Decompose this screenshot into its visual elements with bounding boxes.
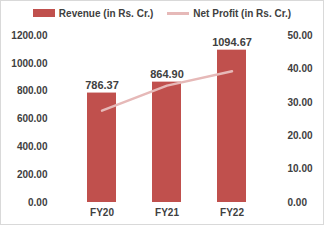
svg-text:20.00: 20.00	[288, 130, 313, 141]
svg-text:40.00: 40.00	[288, 63, 313, 74]
svg-text:200.00: 200.00	[17, 169, 48, 180]
html-text:Revenue (in Rs. Cr.): Revenue (in Rs. Cr.)	[58, 7, 154, 19]
svg-text:30.00: 30.00	[288, 97, 313, 108]
svg-text:1000.00: 1000.00	[11, 58, 48, 69]
svg-text:800.00: 800.00	[17, 85, 48, 96]
svg-text:FY20: FY20	[90, 207, 114, 218]
svg-text:1200.00: 1200.00	[11, 30, 48, 41]
html-text:Net Profit (in Rs. Cr.): Net Profit (in Rs. Cr.)	[193, 7, 292, 19]
svg-text:786.37: 786.37	[85, 79, 119, 91]
svg-text:50.00: 50.00	[288, 30, 313, 41]
svg-text:FY21: FY21	[155, 207, 179, 218]
svg-text:400.00: 400.00	[17, 141, 48, 152]
svg-text:600.00: 600.00	[17, 113, 48, 124]
svg-text:0.00: 0.00	[28, 197, 48, 208]
svg-text:10.00: 10.00	[288, 163, 313, 174]
svg-text:864.90: 864.90	[150, 68, 184, 80]
svg-text:FY22: FY22	[220, 207, 244, 218]
svg-text:0.00: 0.00	[288, 197, 308, 208]
svg-text:1094.67: 1094.67	[212, 36, 252, 48]
